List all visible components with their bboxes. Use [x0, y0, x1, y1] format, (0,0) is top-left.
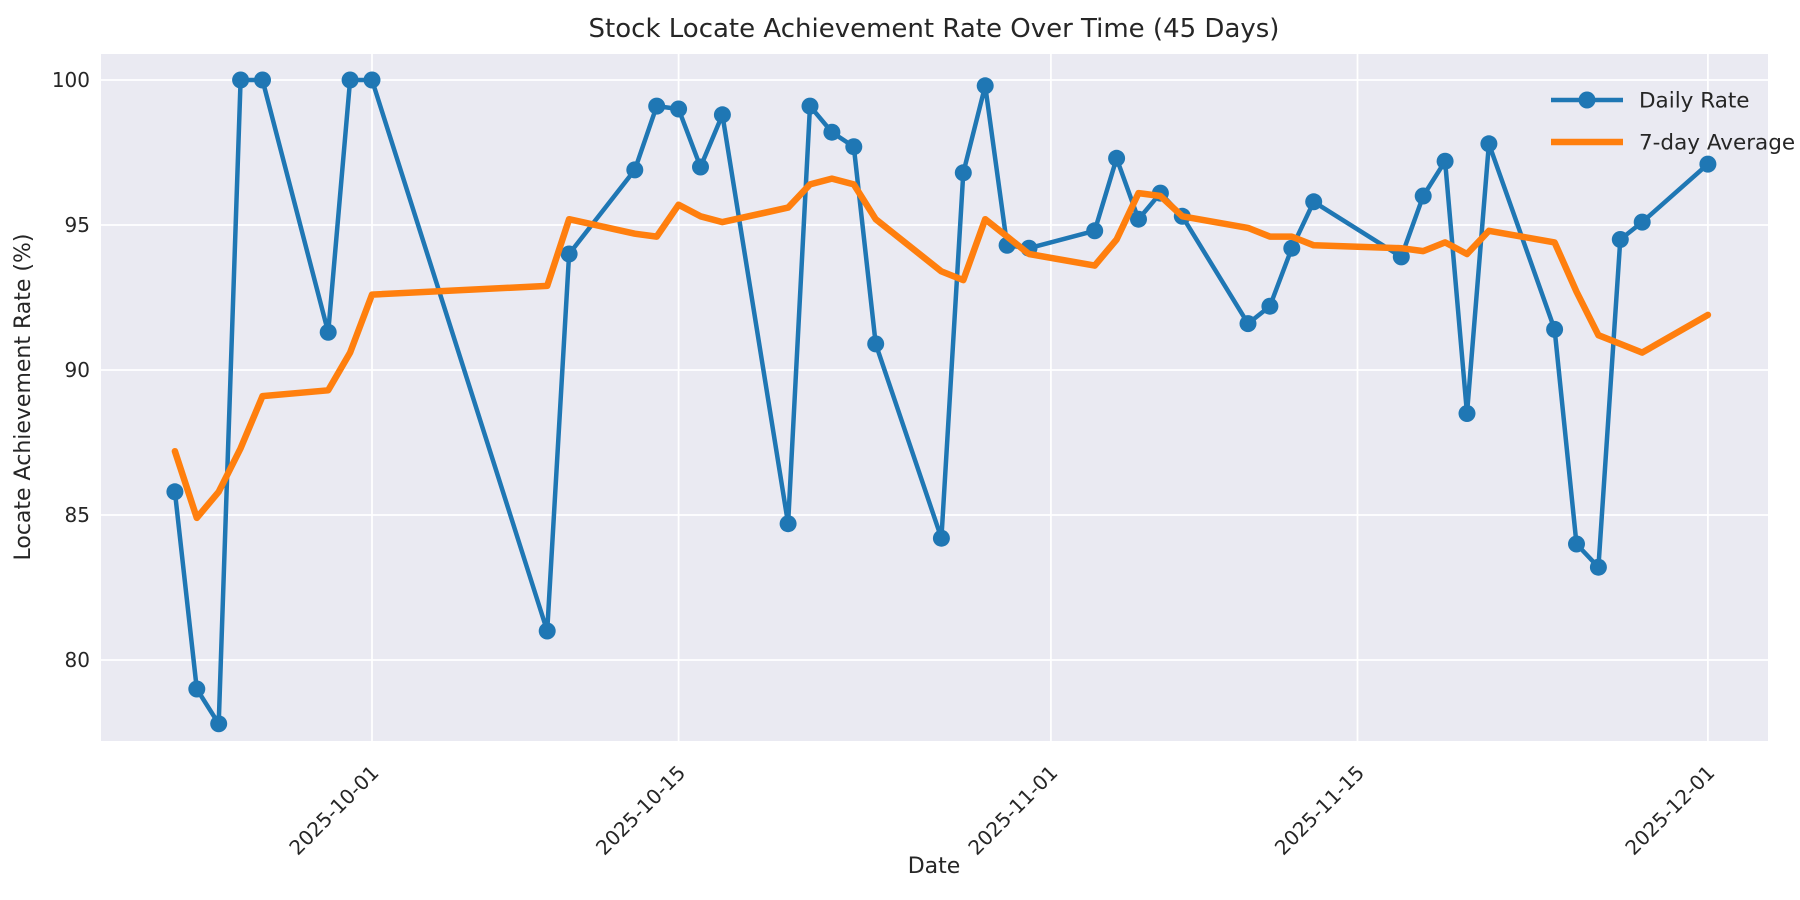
- y-tick-label: 85: [65, 503, 90, 527]
- daily-rate-marker: [210, 715, 228, 733]
- daily-rate-marker: [692, 158, 709, 176]
- x-axis-label: Date: [908, 854, 961, 879]
- daily-rate-marker: [1261, 297, 1279, 315]
- chart-title: Stock Locate Achievement Rate Over Time …: [589, 14, 1280, 44]
- y-tick-label: 95: [65, 213, 90, 237]
- daily-rate-marker: [1589, 558, 1607, 576]
- plot-area: [101, 54, 1768, 741]
- daily-rate-marker: [1414, 187, 1432, 205]
- y-tick-label: 90: [65, 358, 90, 382]
- daily-rate-marker: [232, 71, 250, 89]
- daily-rate-marker: [560, 245, 578, 263]
- x-tick-label: 2025-10-01: [284, 761, 383, 860]
- daily-rate-marker: [1699, 155, 1717, 173]
- legend: Daily Rate 7-day Average: [1551, 89, 1795, 156]
- daily-rate-marker: [1633, 213, 1651, 231]
- daily-rate-marker: [932, 529, 950, 547]
- daily-rate-marker: [648, 97, 666, 115]
- daily-rate-marker: [976, 77, 994, 95]
- daily-rate-marker: [713, 106, 731, 124]
- daily-rate-marker: [1611, 231, 1629, 248]
- daily-rate-marker: [254, 71, 271, 89]
- daily-rate-marker: [801, 97, 819, 115]
- legend-label-7-day-average: 7-day Average: [1639, 131, 1795, 156]
- x-tick-label: 2025-11-01: [963, 761, 1062, 860]
- y-axis-label: Locate Achievement Rate (%): [11, 233, 36, 560]
- daily-rate-marker: [845, 138, 863, 156]
- x-tick-label: 2025-11-15: [1270, 761, 1369, 860]
- daily-rate-marker: [1283, 239, 1301, 257]
- legend-marker-daily-rate-icon: [1578, 91, 1596, 109]
- daily-rate-marker: [1130, 210, 1147, 228]
- daily-rate-marker: [1568, 535, 1585, 553]
- x-tick-label: 2025-12-01: [1620, 761, 1719, 860]
- daily-rate-marker: [1239, 315, 1257, 333]
- seven-day-average-line: [171, 175, 1712, 522]
- daily-rate-marker: [1305, 193, 1323, 211]
- daily-rate-marker: [670, 100, 688, 118]
- daily-rate-marker: [626, 161, 644, 179]
- daily-rate-marker: [823, 123, 841, 141]
- daily-rate-marker: [1436, 152, 1454, 170]
- daily-rate-marker: [538, 622, 556, 640]
- legend-item-daily-rate: Daily Rate: [1551, 89, 1750, 114]
- daily-rate-marker: [1086, 222, 1104, 240]
- daily-rate-marker: [1392, 248, 1410, 266]
- x-tick-label: 2025-10-15: [591, 761, 690, 860]
- daily-rate-marker: [188, 680, 206, 698]
- daily-rate-marker: [867, 335, 885, 353]
- daily-rate-marker: [341, 71, 359, 89]
- daily-rate-marker: [166, 483, 184, 501]
- daily-rate-marker: [1480, 135, 1498, 153]
- daily-rate-marker: [1546, 320, 1564, 338]
- series-layer: [166, 71, 1717, 733]
- daily-rate-marker: [1108, 149, 1126, 167]
- legend-item-7-day-average: 7-day Average: [1551, 131, 1795, 156]
- daily-rate-marker: [319, 323, 337, 341]
- legend-label-daily-rate: Daily Rate: [1639, 89, 1750, 114]
- daily-rate-marker: [954, 164, 972, 182]
- daily-rate-marker: [363, 71, 381, 89]
- y-tick-label: 100: [52, 68, 90, 92]
- y-tick-label: 80: [65, 648, 90, 672]
- daily-rate-marker: [1458, 405, 1476, 422]
- daily-rate-marker: [779, 515, 797, 533]
